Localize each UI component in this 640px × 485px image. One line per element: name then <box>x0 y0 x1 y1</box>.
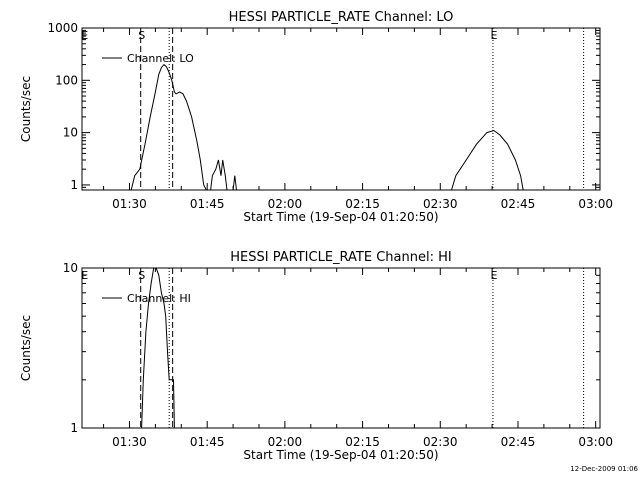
y-tick-label: 1 <box>70 178 78 192</box>
x-tick-label: 02:45 <box>501 435 536 449</box>
chart-title: HESSI PARTICLE_RATE Channel: LO <box>229 10 454 25</box>
y-axis-label: Counts/sec <box>19 76 33 142</box>
plot-frame <box>81 267 601 429</box>
legend-label: Channel: LO <box>127 52 194 65</box>
chart-title: HESSI PARTICLE_RATE Channel: HI <box>230 250 451 265</box>
plot-frame <box>81 27 601 191</box>
time-marker-label: S <box>138 29 145 42</box>
series-line <box>141 267 175 429</box>
x-tick-label: 03:00 <box>578 435 613 449</box>
x-axis-label: Start Time (19-Sep-04 01:20:50) <box>243 448 438 462</box>
y-tick-label: 1 <box>70 421 78 435</box>
x-tick-label: 01:45 <box>190 435 225 449</box>
x-tick-label: 02:00 <box>268 435 303 449</box>
series-line <box>130 63 207 191</box>
x-tick-label: 01:30 <box>112 435 147 449</box>
y-tick-label: 100 <box>55 73 78 87</box>
y-tick-label: 10 <box>63 261 78 275</box>
series-line <box>451 129 524 191</box>
y-tick-label: 10 <box>63 126 78 140</box>
x-tick-label: 02:30 <box>423 435 458 449</box>
x-tick-label: 02:15 <box>345 435 380 449</box>
x-tick-label: 02:00 <box>268 197 303 211</box>
chart-panel-lo: HESSI PARTICLE_RATE Channel: LO 01:30 01:4… <box>19 10 613 224</box>
series-line <box>232 175 237 191</box>
time-marker-label: S <box>138 269 145 282</box>
footer-timestamp: 12-Dec-2009 01:06 <box>570 465 638 473</box>
legend-label: Channel: HI <box>127 292 191 305</box>
x-tick-label: 02:15 <box>345 197 380 211</box>
time-marker-label: E <box>81 29 88 42</box>
y-tick-label: 1000 <box>47 21 78 35</box>
x-tick-label: 02:30 <box>423 197 458 211</box>
x-tick-label: 01:45 <box>190 197 225 211</box>
x-tick-label: 03:00 <box>578 197 613 211</box>
x-axis-label: Start Time (19-Sep-04 01:20:50) <box>243 210 438 224</box>
time-marker-label: E <box>490 29 497 42</box>
time-marker-label: E <box>81 269 88 282</box>
chart-panel-hi: HESSI PARTICLE_RATE Channel: HI 01:30 01:4… <box>19 250 613 462</box>
y-axis-label: Counts/sec <box>19 315 33 381</box>
x-tick-label: 01:30 <box>112 197 147 211</box>
x-tick-label: 02:45 <box>501 197 536 211</box>
series-line <box>210 159 228 191</box>
time-marker-label: E <box>490 269 497 282</box>
